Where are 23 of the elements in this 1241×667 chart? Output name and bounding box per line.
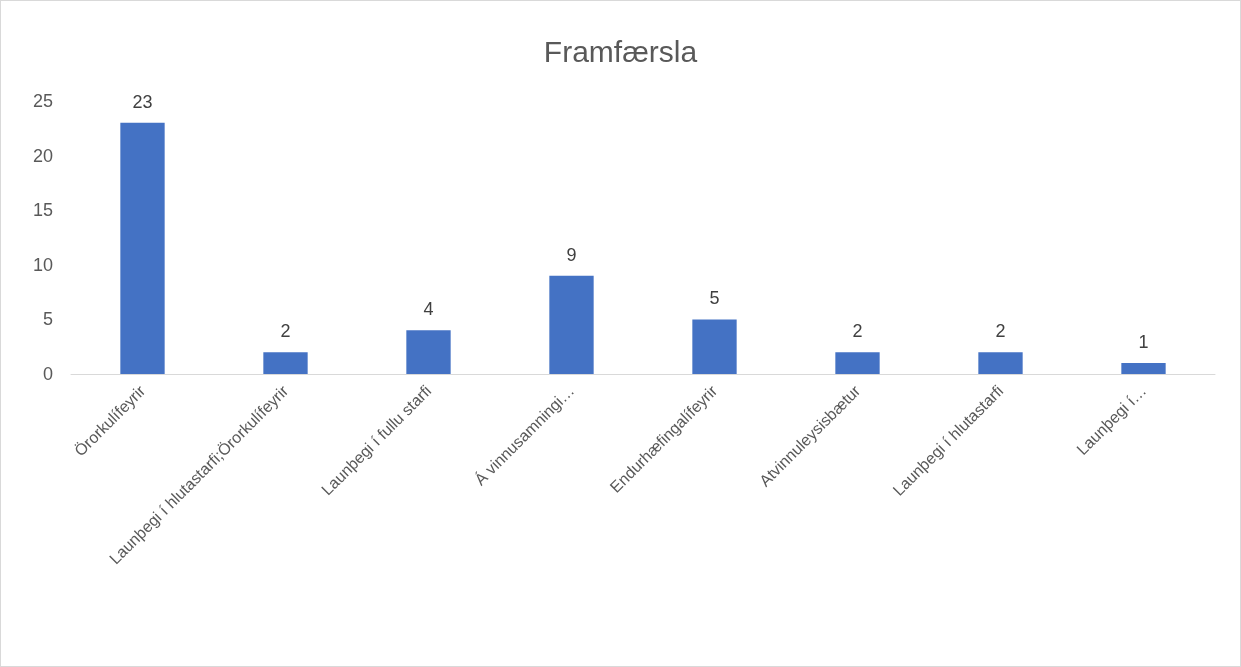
bar xyxy=(549,275,594,374)
y-tick-label: 0 xyxy=(42,364,53,384)
data-label: 2 xyxy=(995,321,1006,342)
y-tick-label: 10 xyxy=(32,254,53,275)
bar xyxy=(978,352,1023,374)
bar xyxy=(406,330,451,374)
data-label: 2 xyxy=(852,321,863,342)
bar xyxy=(1121,363,1166,374)
data-label: 2 xyxy=(280,321,291,342)
y-tick-label: 5 xyxy=(42,309,53,330)
y-tick-label: 15 xyxy=(32,200,53,221)
y-tick-label: 25 xyxy=(32,91,53,111)
data-label: 5 xyxy=(709,288,720,309)
bar xyxy=(692,319,737,374)
data-label: 4 xyxy=(423,299,434,320)
bar xyxy=(835,352,880,374)
data-label: 1 xyxy=(1138,332,1149,353)
data-label: 23 xyxy=(132,91,153,112)
y-tick-label: 20 xyxy=(32,145,53,166)
chart-title: Framfærsla xyxy=(543,34,698,68)
bar xyxy=(120,122,165,374)
bar xyxy=(263,352,308,374)
data-label: 9 xyxy=(566,244,577,265)
